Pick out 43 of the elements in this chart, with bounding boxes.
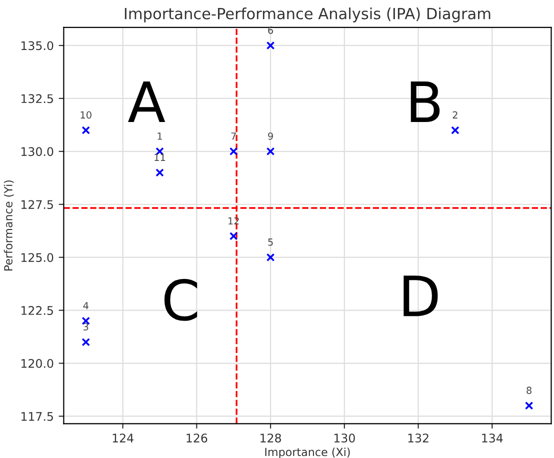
y-tick-label: 117.5 [21,412,53,421]
x-axis-title: Importance (Xi) [265,448,350,458]
annotation: A [128,82,166,122]
point [156,168,164,177]
x-tick-label: 128 [260,434,281,443]
y-tick-label: 132.5 [21,94,53,104]
point [451,126,460,134]
annotation: 8 [526,386,532,394]
annotation: 10 [80,111,92,119]
point [82,338,90,346]
point [266,253,275,262]
x-tick-label: 132 [408,434,428,443]
point [266,147,275,156]
annotation: 11 [154,154,166,161]
y-tick-label: 125.0 [21,253,54,262]
annotation: 6 [268,26,274,34]
x-tick-label: 134 [482,434,503,443]
x-tick-label: 124 [112,434,134,442]
annotation: 12 [228,217,239,224]
point [229,232,238,240]
annotation: 9 [268,132,273,140]
y-tick-label: 120.0 [21,358,54,368]
annotation: 5 [268,238,273,246]
annotation: C [164,278,198,321]
point [266,41,275,50]
point [82,126,90,134]
annotation: 2 [452,111,458,118]
annotation: B [410,82,440,122]
x-tick-label: 130 [334,434,355,443]
y-tick-label: 122.5 [21,306,53,315]
annotation: 3 [84,323,88,330]
y-tick-label: 135.0 [21,41,54,50]
annotation: 1 [158,132,162,140]
y-axis-title: Performance (Yi) [4,180,14,271]
annotation: 4 [83,302,88,310]
y-tick-label: 127.5 [21,200,53,210]
point [229,147,238,156]
x-tick-label: 126 [186,434,208,443]
annotation: D [404,276,438,316]
point [524,401,534,410]
annotation: 7 [231,132,236,140]
chart-title: Importance-Performance Analysis (IPA) Diagram [124,8,490,22]
y-tick-label: 130.0 [21,147,54,156]
